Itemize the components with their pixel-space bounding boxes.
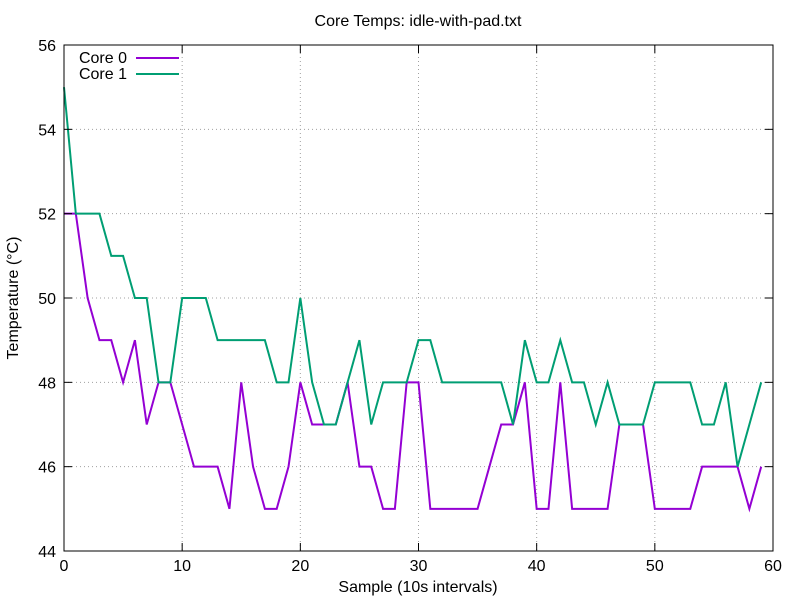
legend-label: Core 1 (79, 66, 127, 83)
x-axis-label: Sample (10s intervals) (338, 579, 497, 596)
series-line-core-1 (63, 87, 763, 467)
x-tick-label: 40 (528, 558, 546, 575)
y-tick-label: 48 (38, 375, 56, 392)
series-line-core-0 (64, 212, 763, 513)
legend-label: Core 0 (79, 50, 127, 67)
y-tick-label: 54 (38, 122, 56, 139)
series-layer (63, 87, 763, 513)
y-tick-label: 44 (38, 544, 56, 561)
x-tick-label: 30 (410, 558, 428, 575)
x-tick-label: 60 (764, 558, 782, 575)
y-tick-label: 56 (38, 38, 56, 55)
chart-title: Core Temps: idle-with-pad.txt (315, 13, 522, 30)
x-tick-label: 10 (173, 558, 191, 575)
y-axis: 44 46 48 50 52 54 56 (38, 38, 773, 561)
y-tick-label: 52 (38, 207, 56, 224)
x-tick-label: 20 (291, 558, 309, 575)
x-tick-label: 0 (60, 558, 69, 575)
y-tick-label: 50 (38, 291, 56, 308)
x-axis: 0 10 20 30 40 50 60 (60, 45, 782, 575)
y-axis-label: Temperature (°C) (5, 237, 22, 360)
x-tick-label: 50 (646, 558, 664, 575)
y-tick-label: 46 (38, 460, 56, 477)
